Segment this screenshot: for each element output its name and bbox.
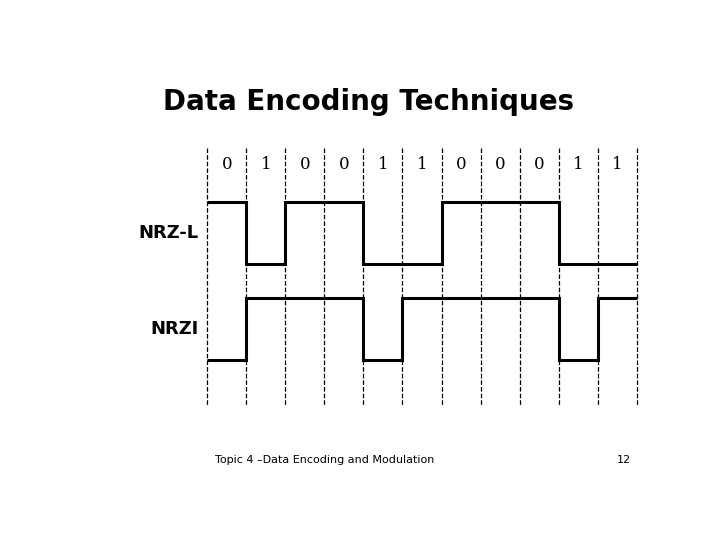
Text: 0: 0	[338, 156, 349, 173]
Text: 0: 0	[456, 156, 467, 173]
Text: 1: 1	[261, 156, 271, 173]
Text: 1: 1	[573, 156, 584, 173]
Text: 0: 0	[300, 156, 310, 173]
Text: NRZ-L: NRZ-L	[139, 224, 199, 242]
Text: 0: 0	[495, 156, 505, 173]
Text: NRZI: NRZI	[150, 320, 199, 338]
Text: Topic 4 –Data Encoding and Modulation: Topic 4 –Data Encoding and Modulation	[215, 455, 434, 465]
Text: 12: 12	[617, 455, 631, 465]
Text: 1: 1	[377, 156, 388, 173]
Text: 0: 0	[221, 156, 232, 173]
Text: Data Encoding Techniques: Data Encoding Techniques	[163, 88, 575, 116]
Text: 1: 1	[417, 156, 428, 173]
Text: 1: 1	[612, 156, 623, 173]
Text: 0: 0	[534, 156, 544, 173]
